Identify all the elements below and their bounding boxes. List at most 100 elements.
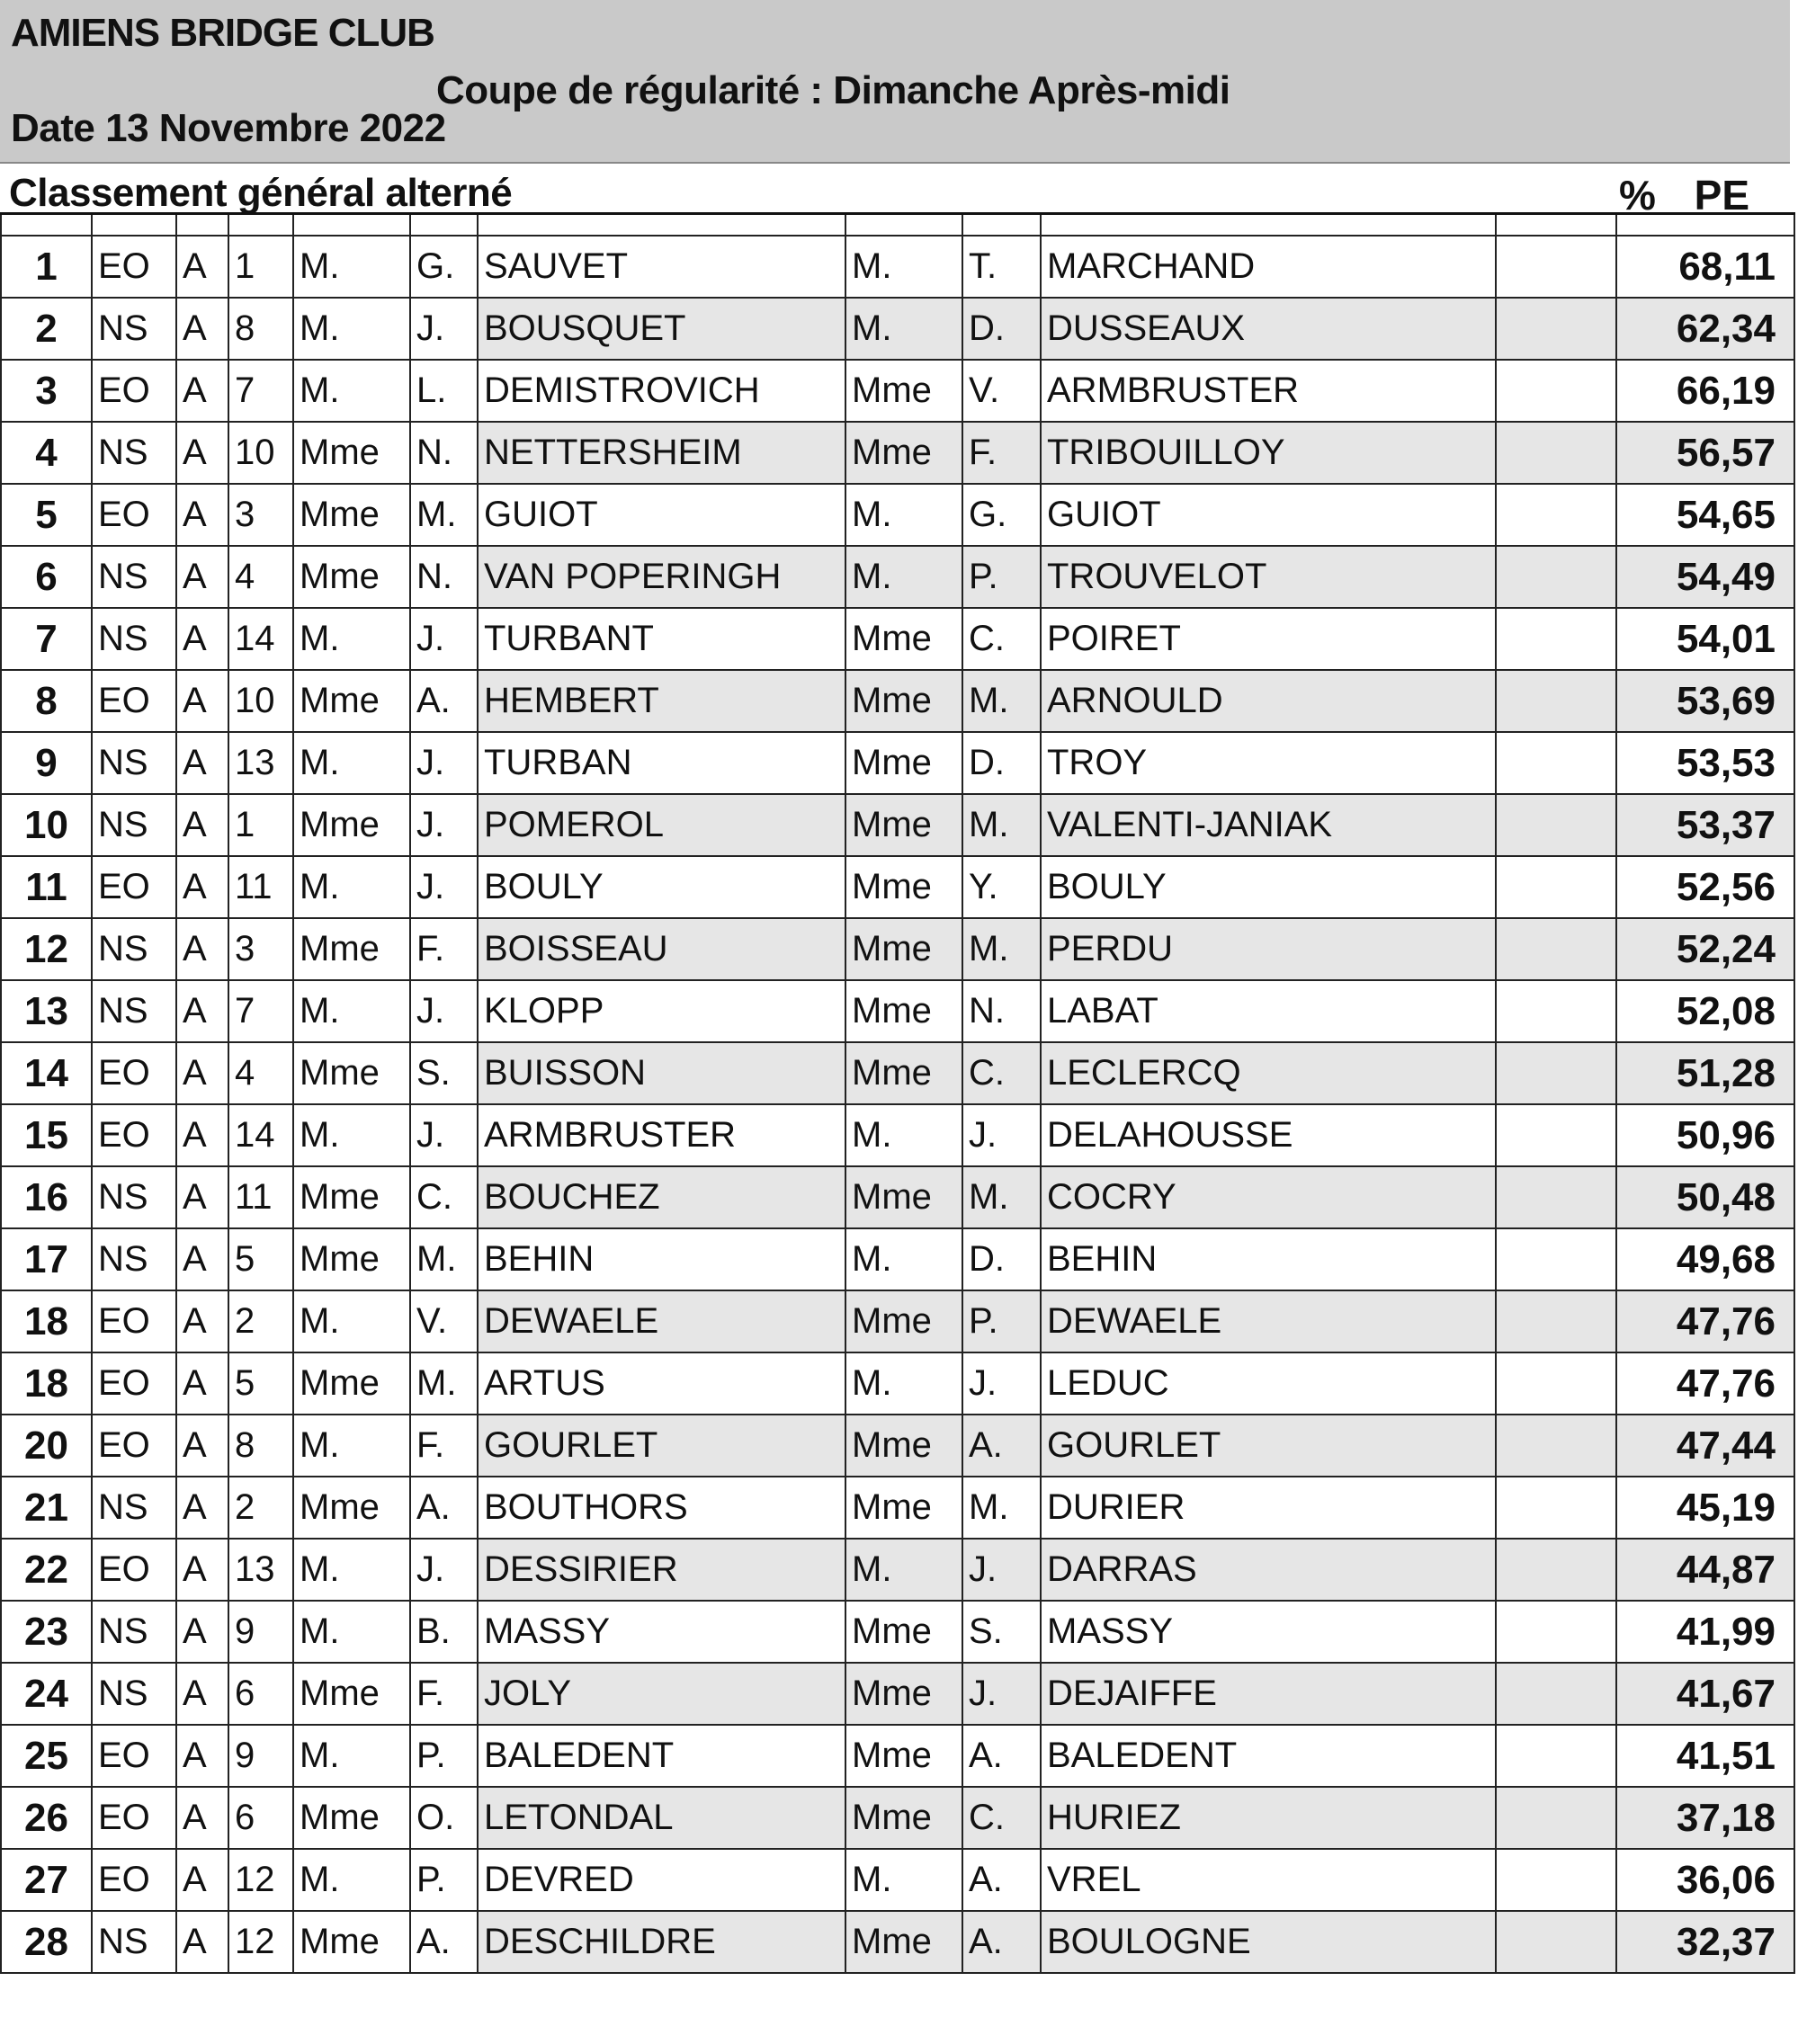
club-name: AMIENS BRIDGE CLUB bbox=[11, 11, 435, 55]
section: A bbox=[175, 421, 229, 485]
table-number: 5 bbox=[228, 1227, 294, 1291]
player1-title: Mme bbox=[292, 1786, 411, 1850]
table-row: 24 NS A 6 Mme F. JOLY Mme J. DEJAIFFE 41,67 bbox=[0, 1662, 1795, 1726]
player2-initial: C. bbox=[962, 607, 1042, 671]
table-number: 7 bbox=[228, 979, 294, 1043]
score: 62,34 bbox=[1615, 297, 1795, 361]
empty-cell bbox=[1495, 1848, 1617, 1912]
empty-cell bbox=[1495, 855, 1617, 919]
player2-initial: M. bbox=[962, 793, 1042, 857]
player2-initial: D. bbox=[962, 731, 1042, 795]
player1-title: Mme bbox=[292, 669, 411, 733]
player1-initial: F. bbox=[409, 917, 479, 981]
player2-name: DEJAIFFE bbox=[1040, 1662, 1497, 1726]
player1-name: ARTUS bbox=[477, 1352, 846, 1415]
direction: NS bbox=[91, 1165, 177, 1229]
section: A bbox=[175, 1290, 229, 1353]
table-number: 6 bbox=[228, 1662, 294, 1726]
player1-initial: J. bbox=[409, 607, 479, 671]
table-row: 18 EO A 2 M. V. DEWAELE Mme P. DEWAELE 47,76 bbox=[0, 1290, 1795, 1353]
table-header-row bbox=[0, 212, 1795, 237]
section: A bbox=[175, 1041, 229, 1105]
player2-title: M. bbox=[845, 235, 963, 299]
table-number: 3 bbox=[228, 483, 294, 547]
player2-name: TRIBOUILLOY bbox=[1040, 421, 1497, 485]
score: 52,56 bbox=[1615, 855, 1795, 919]
direction: NS bbox=[91, 917, 177, 981]
section: A bbox=[175, 1227, 229, 1291]
player1-name: DEWAELE bbox=[477, 1290, 846, 1353]
player2-name: LECLERCQ bbox=[1040, 1041, 1497, 1105]
player2-initial: P. bbox=[962, 545, 1042, 609]
player2-name: BOULOGNE bbox=[1040, 1910, 1497, 1974]
empty-cell bbox=[1495, 1786, 1617, 1850]
score: 32,37 bbox=[1615, 1910, 1795, 1974]
rank: 25 bbox=[0, 1724, 93, 1788]
player2-name: TROY bbox=[1040, 731, 1497, 795]
player2-name: MASSY bbox=[1040, 1600, 1497, 1664]
section: A bbox=[175, 669, 229, 733]
player2-initial: A. bbox=[962, 1910, 1042, 1974]
player1-title: Mme bbox=[292, 1662, 411, 1726]
table-number: 9 bbox=[228, 1600, 294, 1664]
player1-title: M. bbox=[292, 1538, 411, 1602]
rank: 17 bbox=[0, 1227, 93, 1291]
player1-name: BALEDENT bbox=[477, 1724, 846, 1788]
player1-name: MASSY bbox=[477, 1600, 846, 1664]
direction: EO bbox=[91, 1352, 177, 1415]
empty-cell bbox=[1495, 1538, 1617, 1602]
player1-initial: A. bbox=[409, 669, 479, 733]
direction: EO bbox=[91, 1103, 177, 1167]
score: 51,28 bbox=[1615, 1041, 1795, 1105]
player1-title: Mme bbox=[292, 917, 411, 981]
rank: 21 bbox=[0, 1476, 93, 1540]
rank: 6 bbox=[0, 545, 93, 609]
rank: 4 bbox=[0, 421, 93, 485]
empty-cell bbox=[1495, 1290, 1617, 1353]
score: 45,19 bbox=[1615, 1476, 1795, 1540]
empty-cell bbox=[1495, 731, 1617, 795]
player2-initial: F. bbox=[962, 421, 1042, 485]
table-row: 13 NS A 7 M. J. KLOPP Mme N. LABAT 52,08 bbox=[0, 979, 1795, 1043]
player1-initial: A. bbox=[409, 1476, 479, 1540]
rank: 2 bbox=[0, 297, 93, 361]
empty-cell bbox=[1495, 1227, 1617, 1291]
player2-name: DUSSEAUX bbox=[1040, 297, 1497, 361]
player1-name: BOUCHEZ bbox=[477, 1165, 846, 1229]
score: 68,11 bbox=[1615, 235, 1795, 299]
table-number: 8 bbox=[228, 1414, 294, 1477]
table-number: 14 bbox=[228, 607, 294, 671]
table-row: 21 NS A 2 Mme A. BOUTHORS Mme M. DURIER 45,19 bbox=[0, 1476, 1795, 1540]
player2-name: MARCHAND bbox=[1040, 235, 1497, 299]
player2-name: GOURLET bbox=[1040, 1414, 1497, 1477]
player2-initial: J. bbox=[962, 1352, 1042, 1415]
direction: EO bbox=[91, 1041, 177, 1105]
table-row: 3 EO A 7 M. L. DEMISTROVICH Mme V. ARMBRUSTER 66,1… bbox=[0, 359, 1795, 423]
empty-cell bbox=[1495, 1724, 1617, 1788]
player1-name: BUISSON bbox=[477, 1041, 846, 1105]
player1-name: HEMBERT bbox=[477, 669, 846, 733]
table-number: 8 bbox=[228, 297, 294, 361]
rank: 18 bbox=[0, 1352, 93, 1415]
table-number: 10 bbox=[228, 421, 294, 485]
score: 41,51 bbox=[1615, 1724, 1795, 1788]
player1-initial: F. bbox=[409, 1414, 479, 1477]
table-row: 6 NS A 4 Mme N. VAN POPERINGH M. P. TROUVELOT 54,4… bbox=[0, 545, 1795, 609]
score: 49,68 bbox=[1615, 1227, 1795, 1291]
player1-title: M. bbox=[292, 731, 411, 795]
rank: 11 bbox=[0, 855, 93, 919]
empty-cell bbox=[1495, 1910, 1617, 1974]
score: 53,37 bbox=[1615, 793, 1795, 857]
table-number: 14 bbox=[228, 1103, 294, 1167]
direction: EO bbox=[91, 483, 177, 547]
player2-name: DEWAELE bbox=[1040, 1290, 1497, 1353]
table-row: 20 EO A 8 M. F. GOURLET Mme A. GOURLET 47,44 bbox=[0, 1414, 1795, 1477]
player2-initial: J. bbox=[962, 1103, 1042, 1167]
table-number: 4 bbox=[228, 1041, 294, 1105]
empty-cell bbox=[1495, 297, 1617, 361]
player1-initial: J. bbox=[409, 1538, 479, 1602]
player1-name: ARMBRUSTER bbox=[477, 1103, 846, 1167]
player2-title: Mme bbox=[845, 1910, 963, 1974]
section: A bbox=[175, 359, 229, 423]
table-number: 3 bbox=[228, 917, 294, 981]
